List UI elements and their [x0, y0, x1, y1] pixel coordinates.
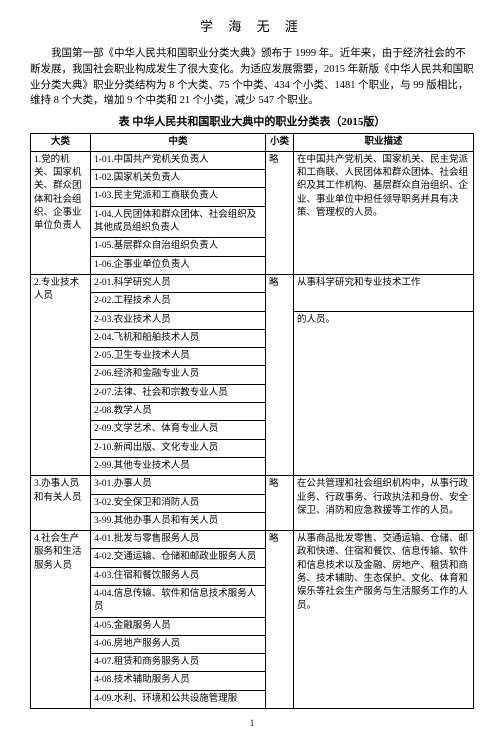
- mid-cell: 4-01.批发与零售服务人员: [91, 531, 266, 549]
- mid-cell: 1-06.企事业单位负责人: [91, 256, 266, 274]
- minor-cell: 略: [266, 151, 294, 274]
- header-major: 大类: [31, 133, 91, 151]
- mid-cell: 2-05.卫生专业技术人员: [91, 348, 266, 366]
- mid-cell: 4-04.信息传输、软件和信息技术服务人员: [91, 586, 266, 618]
- header-desc: 职业描述: [294, 133, 474, 151]
- desc-cell: 的人员。: [294, 311, 474, 476]
- header-minor: 小类: [266, 133, 294, 151]
- mid-cell: 2-09.文学艺术、体育专业人员: [91, 421, 266, 439]
- mid-cell: 4-06.房地产服务人员: [91, 635, 266, 653]
- mid-cell: 3-01.办事人员: [91, 476, 266, 494]
- major-cell: 2.专业技术人员: [31, 274, 91, 475]
- table-row: 3.办事人员和有关人员 3-01.办事人员 略 在公共管理和社会组织机构中，从事…: [31, 476, 474, 494]
- major-cell: 4.社会生产服务和生活服务人员: [31, 531, 91, 709]
- desc-cell: 从事商品批发零售、交通运输、仓储、邮政和快递、住宿和餐饮、信息传输、软件和信息技…: [294, 531, 474, 709]
- major-cell: 1.党的机关、国家机关、群众团体和社会组织、企事业单位负责人: [31, 151, 91, 274]
- mid-cell: 1-05.基层群众自治组织负责人: [91, 238, 266, 256]
- classification-table: 大类 中类 小类 职业描述 1.党的机关、国家机关、群众团体和社会组织、企事业单…: [30, 133, 474, 710]
- minor-cell: 略: [266, 531, 294, 709]
- intro-text: 我国第一部《中华人民共和国职业分类大典》颁布于 1999 年。近年来，由于经济社…: [30, 46, 474, 109]
- page-title: 学 海 无 涯: [30, 18, 474, 36]
- mid-cell: 4-03.住宿和餐饮服务人员: [91, 567, 266, 585]
- table-row: 2.专业技术人员 2-01.科学研究人员 略 从事科学研究和专业技术工作: [31, 274, 474, 292]
- mid-cell: 4-09.水利、环境和公共设施管理服: [91, 690, 266, 708]
- mid-cell: 2-04.飞机和船舶技术人员: [91, 329, 266, 347]
- mid-cell: 4-02.交通运输、仓储和邮政业服务人员: [91, 549, 266, 567]
- mid-cell: 2-99.其他专业技术人员: [91, 457, 266, 475]
- mid-cell: 1-01.中国共产党机关负责人: [91, 151, 266, 169]
- mid-cell: 2-07.法律、社会和宗教专业人员: [91, 384, 266, 402]
- mid-cell: 1-02.国家机关负责人: [91, 170, 266, 188]
- mid-cell: 2-10.新闻出版、文化专业人员: [91, 439, 266, 457]
- minor-cell: 略: [266, 274, 294, 475]
- page-number: 1: [30, 717, 474, 730]
- mid-cell: 4-08.技术辅助服务人员: [91, 672, 266, 690]
- mid-cell: 1-04.人民团体和群众团体、社会组织及其他成员组织负责人: [91, 206, 266, 238]
- mid-cell: 2-01.科学研究人员: [91, 274, 266, 292]
- table-row: 4.社会生产服务和生活服务人员 4-01.批发与零售服务人员 略 从事商品批发零…: [31, 531, 474, 549]
- desc-cell: 在公共管理和社会组织机构中，从事行政业务、行政事务、行政执法和身份、安全保卫、消…: [294, 476, 474, 531]
- mid-cell: 1-03.民主党派和工商联负责人: [91, 188, 266, 206]
- header-mid: 中类: [91, 133, 266, 151]
- table-row: 2-03.农业技术人员的人员。: [31, 311, 474, 329]
- major-cell: 3.办事人员和有关人员: [31, 476, 91, 531]
- table-header-row: 大类 中类 小类 职业描述: [31, 133, 474, 151]
- table-row: 1.党的机关、国家机关、群众团体和社会组织、企事业单位负责人 1-01.中国共产…: [31, 151, 474, 169]
- mid-cell: 2-03.农业技术人员: [91, 311, 266, 329]
- mid-cell: 4-05.金融服务人员: [91, 617, 266, 635]
- table-caption: 表 中华人民共和国职业大典中的职业分类表（2015版）: [30, 115, 474, 130]
- desc-cell: 从事科学研究和专业技术工作: [294, 274, 474, 311]
- mid-cell: 3-02.安全保卫和消防人员: [91, 494, 266, 512]
- mid-cell: 2-06.经济和金融专业人员: [91, 366, 266, 384]
- mid-cell: 2-02.工程技术人员: [91, 293, 266, 311]
- mid-cell: 4-07.租赁和商务服务人员: [91, 654, 266, 672]
- desc-cell: 在中国共产党机关、国家机关、民主党派和工商联、人民团体和群众团体、社会组织及其工…: [294, 151, 474, 274]
- mid-cell: 2-08.教学人员: [91, 403, 266, 421]
- mid-cell: 3-99.其他办事人员和有关人员: [91, 512, 266, 530]
- minor-cell: 略: [266, 476, 294, 531]
